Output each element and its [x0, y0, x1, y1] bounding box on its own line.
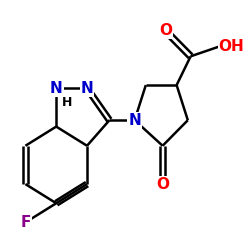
Text: N: N — [50, 81, 62, 96]
Text: N: N — [81, 81, 94, 96]
Text: F: F — [20, 215, 30, 230]
Text: H: H — [62, 96, 73, 108]
Text: O: O — [156, 176, 169, 192]
Text: O: O — [159, 23, 172, 38]
Text: N: N — [128, 113, 141, 128]
Text: OH: OH — [219, 39, 244, 54]
